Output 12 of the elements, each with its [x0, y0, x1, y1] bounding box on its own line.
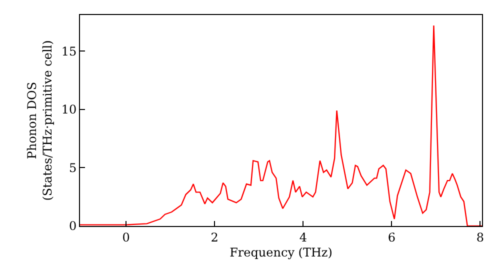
line-series [80, 24, 482, 226]
x-tick-label: 0 [122, 230, 130, 244]
x-tick-label: 8 [476, 230, 484, 244]
y-tick-label: 10 [61, 102, 77, 117]
y-tick-label: 15 [61, 44, 77, 58]
y-tick-label: 5 [68, 160, 77, 175]
x-tick-label: 6 [388, 230, 396, 244]
y-tick-label: 0 [68, 219, 77, 234]
x-tick-label: 2 [210, 230, 218, 244]
y-axis-title: Phonon DOS (States/THz·primitive cell) [25, 40, 55, 201]
x-tick-label: 4 [299, 230, 308, 244]
x-axis-title: Frequency (THz) [230, 245, 332, 260]
